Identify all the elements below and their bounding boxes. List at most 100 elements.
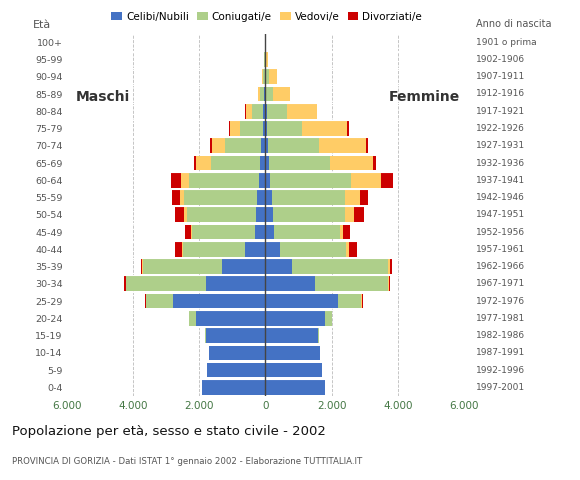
Text: 1927-1931: 1927-1931 bbox=[476, 141, 525, 150]
Bar bbox=[180, 190, 184, 205]
Text: 1947-1951: 1947-1951 bbox=[476, 210, 525, 219]
Bar bbox=[175, 242, 182, 257]
Bar bbox=[266, 328, 318, 343]
Text: 1912-1916: 1912-1916 bbox=[476, 89, 525, 98]
Bar bbox=[189, 173, 259, 188]
Legend: Celibi/Nubili, Coniugati/e, Vedovi/e, Divorziati/e: Celibi/Nubili, Coniugati/e, Vedovi/e, Di… bbox=[107, 8, 426, 26]
Bar bbox=[330, 156, 373, 170]
Bar bbox=[266, 87, 273, 101]
Bar bbox=[345, 190, 360, 205]
Bar bbox=[390, 259, 392, 274]
Bar bbox=[245, 242, 266, 257]
Bar bbox=[259, 173, 266, 188]
Bar bbox=[181, 173, 189, 188]
Bar bbox=[263, 121, 266, 136]
Bar bbox=[184, 190, 257, 205]
Bar bbox=[264, 87, 266, 101]
Bar bbox=[315, 276, 388, 291]
Bar bbox=[182, 242, 183, 257]
Bar bbox=[351, 173, 381, 188]
Bar bbox=[126, 276, 206, 291]
Bar bbox=[272, 190, 345, 205]
Bar bbox=[365, 138, 368, 153]
Bar bbox=[229, 121, 230, 136]
Text: PROVINCIA DI GORIZIA - Dati ISTAT 1° gennaio 2002 - Elaborazione TUTTITALIA.IT: PROVINCIA DI GORIZIA - Dati ISTAT 1° gen… bbox=[12, 457, 362, 466]
Text: 1972-1976: 1972-1976 bbox=[476, 297, 525, 306]
Bar bbox=[171, 173, 181, 188]
Bar bbox=[143, 259, 222, 274]
Bar bbox=[287, 104, 317, 119]
Bar bbox=[189, 311, 196, 325]
Text: Maschi: Maschi bbox=[75, 90, 129, 105]
Bar bbox=[172, 190, 180, 205]
Bar bbox=[256, 207, 266, 222]
Bar bbox=[273, 207, 346, 222]
Bar bbox=[240, 121, 263, 136]
Bar bbox=[266, 380, 325, 395]
Bar bbox=[361, 294, 362, 309]
Text: 1997-2001: 1997-2001 bbox=[476, 383, 525, 392]
Bar bbox=[354, 207, 364, 222]
Text: Popolazione per età, sesso e stato civile - 2002: Popolazione per età, sesso e stato civil… bbox=[12, 425, 325, 438]
Bar bbox=[360, 190, 368, 205]
Bar bbox=[212, 138, 225, 153]
Bar bbox=[266, 276, 315, 291]
Bar bbox=[266, 259, 292, 274]
Bar bbox=[346, 242, 349, 257]
Bar bbox=[266, 104, 267, 119]
Bar bbox=[263, 70, 264, 84]
Text: 1901 o prima: 1901 o prima bbox=[476, 38, 536, 47]
Bar bbox=[273, 87, 289, 101]
Bar bbox=[206, 276, 266, 291]
Bar bbox=[192, 225, 255, 240]
Bar bbox=[318, 328, 320, 343]
Bar bbox=[210, 138, 212, 153]
Bar bbox=[266, 242, 280, 257]
Bar bbox=[258, 87, 260, 101]
Text: Femmine: Femmine bbox=[389, 90, 460, 105]
Bar bbox=[388, 276, 389, 291]
Text: 1982-1986: 1982-1986 bbox=[476, 331, 525, 340]
Bar bbox=[257, 190, 266, 205]
Bar bbox=[264, 70, 266, 84]
Bar bbox=[196, 156, 211, 170]
Bar bbox=[274, 225, 340, 240]
Bar bbox=[381, 173, 393, 188]
Bar bbox=[320, 138, 365, 153]
Bar bbox=[260, 87, 264, 101]
Bar bbox=[266, 138, 268, 153]
Text: 1967-1971: 1967-1971 bbox=[476, 279, 525, 288]
Bar bbox=[255, 225, 266, 240]
Text: 1962-1966: 1962-1966 bbox=[476, 262, 525, 271]
Bar bbox=[222, 259, 266, 274]
Text: 1977-1981: 1977-1981 bbox=[476, 314, 525, 323]
Bar bbox=[263, 104, 266, 119]
Bar bbox=[175, 207, 184, 222]
Bar bbox=[266, 156, 269, 170]
Text: 1932-1936: 1932-1936 bbox=[476, 158, 525, 168]
Bar bbox=[183, 242, 245, 257]
Bar bbox=[194, 156, 196, 170]
Text: 1907-1911: 1907-1911 bbox=[476, 72, 525, 81]
Bar bbox=[343, 225, 350, 240]
Text: 1922-1926: 1922-1926 bbox=[476, 124, 525, 133]
Text: 1952-1956: 1952-1956 bbox=[476, 228, 525, 237]
Bar bbox=[266, 363, 322, 377]
Bar bbox=[264, 52, 265, 67]
Bar bbox=[211, 156, 260, 170]
Bar bbox=[205, 328, 206, 343]
Bar bbox=[190, 225, 192, 240]
Text: 1992-1996: 1992-1996 bbox=[476, 366, 525, 374]
Text: 1942-1946: 1942-1946 bbox=[476, 193, 525, 202]
Bar bbox=[266, 294, 338, 309]
Bar bbox=[267, 121, 302, 136]
Bar bbox=[325, 311, 332, 325]
Text: 1917-1921: 1917-1921 bbox=[476, 107, 525, 116]
Text: Anno di nascita: Anno di nascita bbox=[476, 19, 552, 29]
Bar bbox=[266, 346, 320, 360]
Bar bbox=[252, 104, 263, 119]
Bar bbox=[260, 156, 266, 170]
Text: 1937-1941: 1937-1941 bbox=[476, 176, 525, 185]
Bar bbox=[373, 156, 376, 170]
Bar bbox=[140, 259, 142, 274]
